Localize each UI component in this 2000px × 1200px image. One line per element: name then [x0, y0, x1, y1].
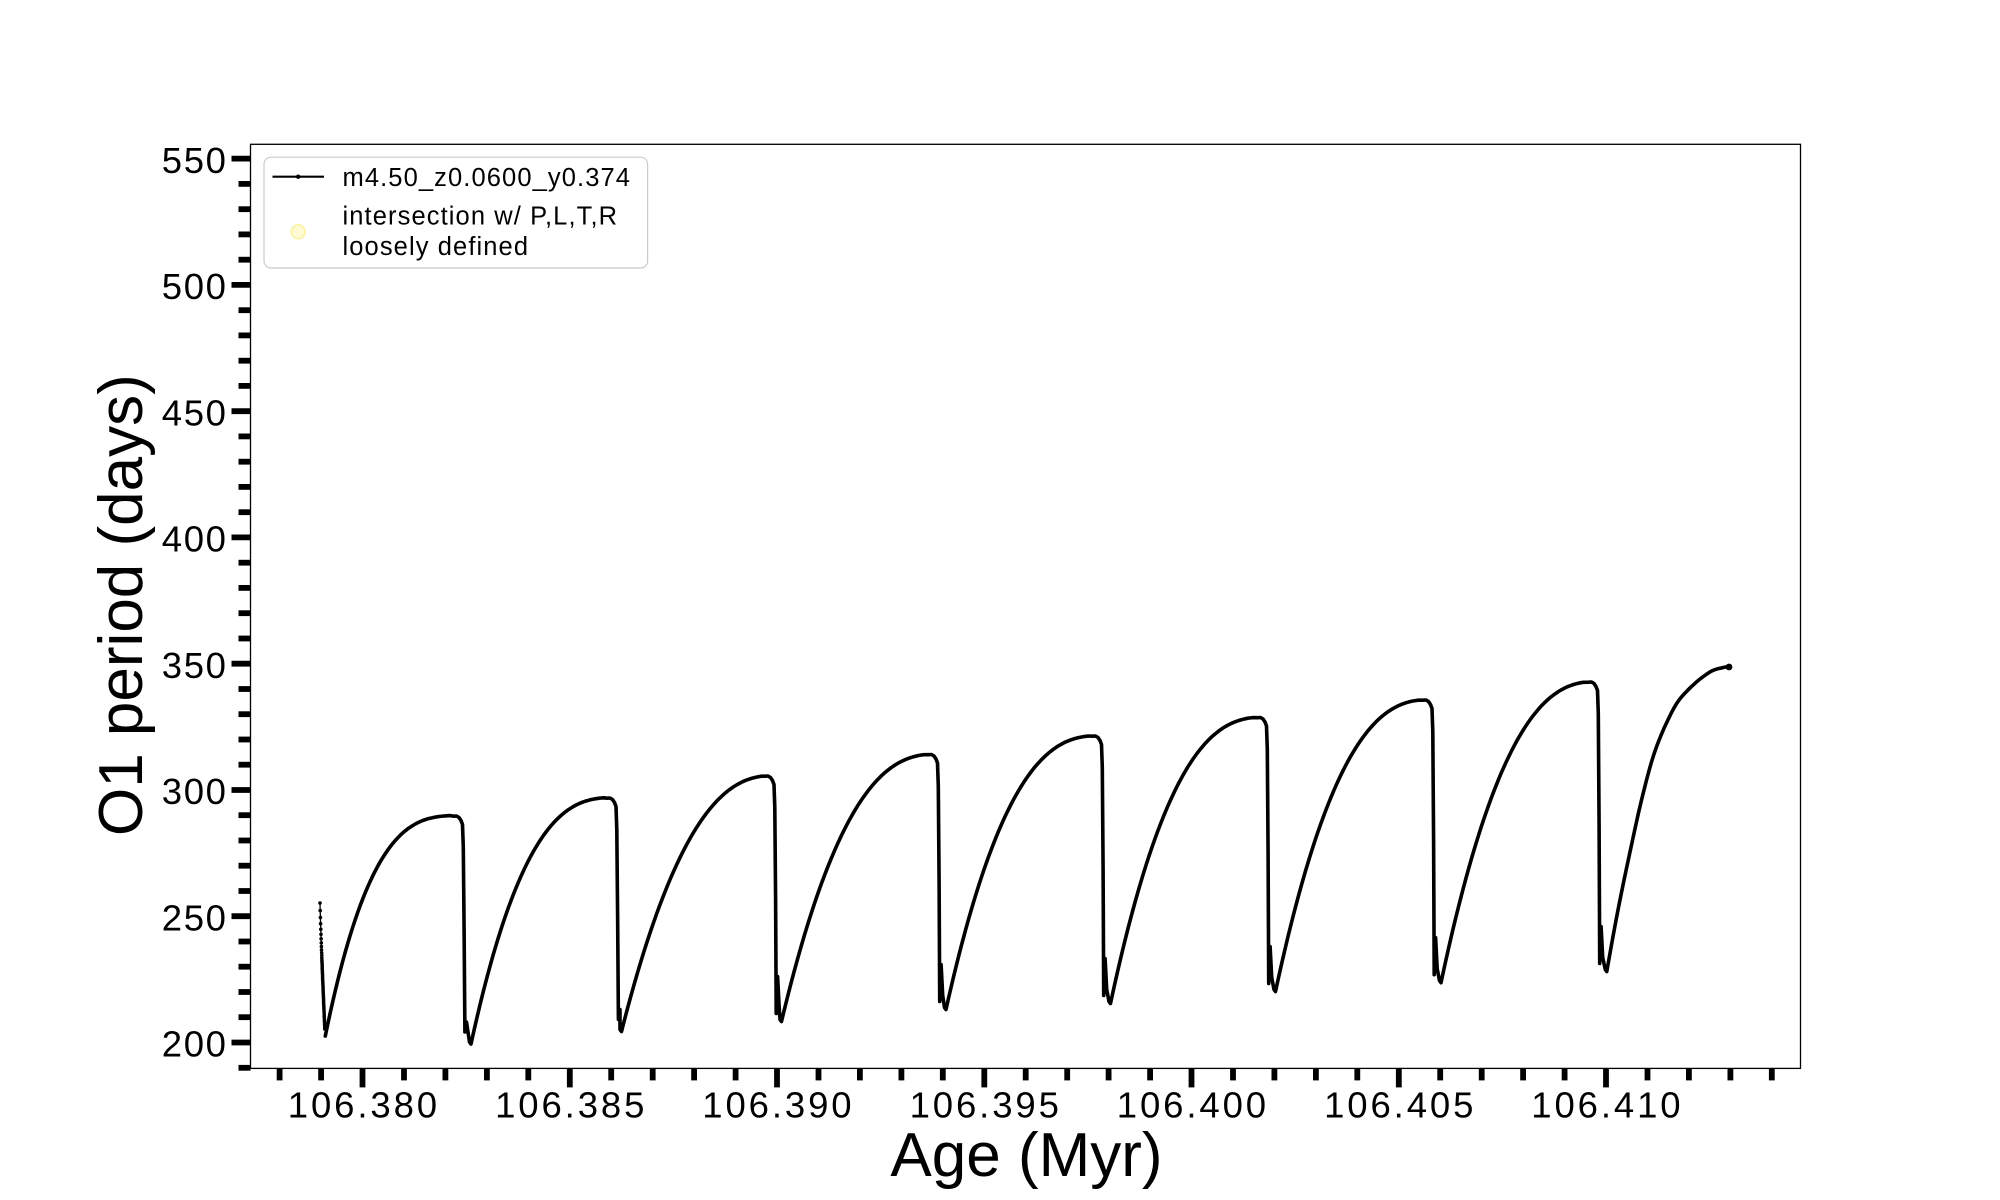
- svg-text:250: 250: [162, 897, 228, 938]
- svg-text:106.385: 106.385: [495, 1084, 647, 1125]
- svg-text:550: 550: [162, 140, 228, 181]
- svg-text:450: 450: [162, 392, 228, 433]
- svg-text:106.395: 106.395: [910, 1084, 1062, 1125]
- svg-text:300: 300: [162, 771, 228, 812]
- svg-text:350: 350: [162, 645, 228, 686]
- svg-text:Age (Myr): Age (Myr): [890, 1121, 1162, 1190]
- svg-text:106.400: 106.400: [1117, 1084, 1269, 1125]
- svg-text:O1 period (days): O1 period (days): [87, 374, 156, 836]
- svg-text:m4.50_z0.0600_y0.374: m4.50_z0.0600_y0.374: [343, 164, 632, 192]
- svg-text:200: 200: [162, 1024, 228, 1065]
- svg-text:106.405: 106.405: [1324, 1084, 1476, 1125]
- svg-text:loosely defined: loosely defined: [343, 233, 530, 261]
- svg-text:106.380: 106.380: [288, 1084, 440, 1125]
- svg-text:106.410: 106.410: [1531, 1084, 1683, 1125]
- svg-text:400: 400: [162, 519, 228, 560]
- svg-text:106.390: 106.390: [702, 1084, 854, 1125]
- svg-text:intersection w/ P,L,T,R: intersection w/ P,L,T,R: [343, 202, 619, 230]
- svg-text:500: 500: [162, 266, 228, 307]
